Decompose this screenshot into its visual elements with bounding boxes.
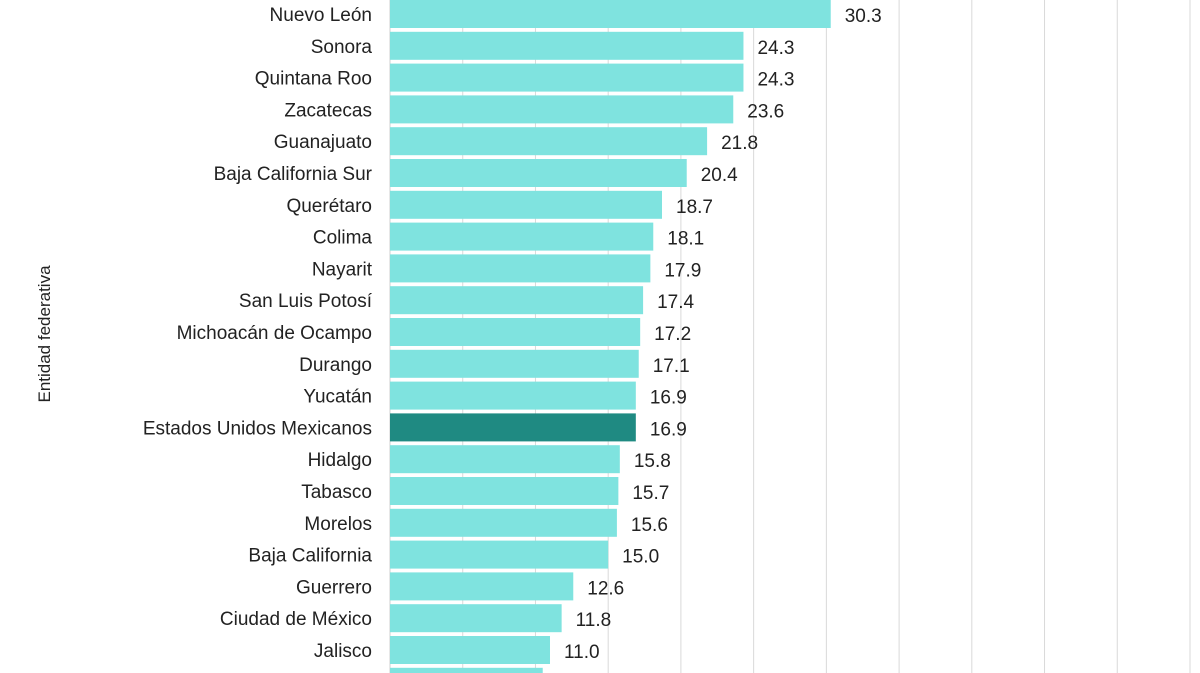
bar <box>390 636 550 664</box>
category-label: Jalisco <box>314 641 372 662</box>
value-label: 23.6 <box>747 101 784 122</box>
bar <box>390 222 654 251</box>
value-label: 15.0 <box>622 547 659 568</box>
bar <box>390 508 617 537</box>
bar <box>390 0 831 28</box>
value-label: 17.2 <box>654 324 691 345</box>
category-label: San Luis Potosí <box>239 291 373 312</box>
bar <box>390 572 574 601</box>
value-label: 17.9 <box>664 260 701 281</box>
category-label: Baja California <box>248 546 372 567</box>
category-label: Guanajuato <box>274 132 372 153</box>
bar <box>390 63 744 92</box>
bar <box>390 667 543 673</box>
category-label: Nayarit <box>312 259 373 280</box>
category-label: Colima <box>313 228 373 249</box>
value-label: 20.4 <box>701 165 738 186</box>
value-label: 15.8 <box>634 451 671 472</box>
category-label: Hidalgo <box>308 450 372 471</box>
bar-highlight <box>390 413 636 442</box>
value-label: 11.8 <box>576 610 612 631</box>
category-label: Querétaro <box>286 196 372 217</box>
value-label: 11.0 <box>564 642 600 663</box>
bar <box>390 318 641 346</box>
category-label: Estados Unidos Mexicanos <box>143 418 372 439</box>
category-label: Quintana Roo <box>255 69 372 90</box>
category-label: Durango <box>299 355 372 376</box>
value-label: 21.8 <box>721 133 758 154</box>
value-label: 30.3 <box>845 6 882 27</box>
category-label: Sonora <box>311 37 373 58</box>
bar <box>390 190 662 219</box>
value-label: 18.7 <box>676 197 713 218</box>
bar <box>390 477 619 505</box>
bar <box>390 254 651 283</box>
bar <box>390 159 687 187</box>
bar <box>390 540 609 569</box>
category-label: Guerrero <box>296 577 372 598</box>
bar <box>390 31 744 60</box>
bar <box>390 445 620 474</box>
y-axis-label: Entidad federativa <box>35 265 54 403</box>
value-label: 16.9 <box>650 419 687 440</box>
value-label: 15.7 <box>632 483 669 504</box>
category-label: Yucatán <box>303 387 372 408</box>
value-label: 17.4 <box>657 292 694 313</box>
bar <box>390 127 708 156</box>
value-label: 15.6 <box>631 515 668 536</box>
bar <box>390 604 562 633</box>
category-label: Tabasco <box>301 482 372 503</box>
category-label: Nuevo León <box>270 5 372 26</box>
value-label: 24.3 <box>757 70 794 91</box>
bar <box>390 381 636 410</box>
category-label: Ciudad de México <box>220 609 372 630</box>
category-label: Zacatecas <box>284 100 372 121</box>
value-label: 18.1 <box>667 229 704 250</box>
bar <box>390 286 644 315</box>
category-label: Baja California Sur <box>214 164 373 185</box>
category-label: Morelos <box>304 514 372 535</box>
value-label: 17.1 <box>653 356 690 377</box>
value-label: 12.6 <box>587 578 624 599</box>
value-label: 16.9 <box>650 388 687 409</box>
bar <box>390 95 734 124</box>
value-label: 24.3 <box>757 38 794 59</box>
bar <box>390 349 639 378</box>
category-label: Michoacán de Ocampo <box>177 323 372 344</box>
